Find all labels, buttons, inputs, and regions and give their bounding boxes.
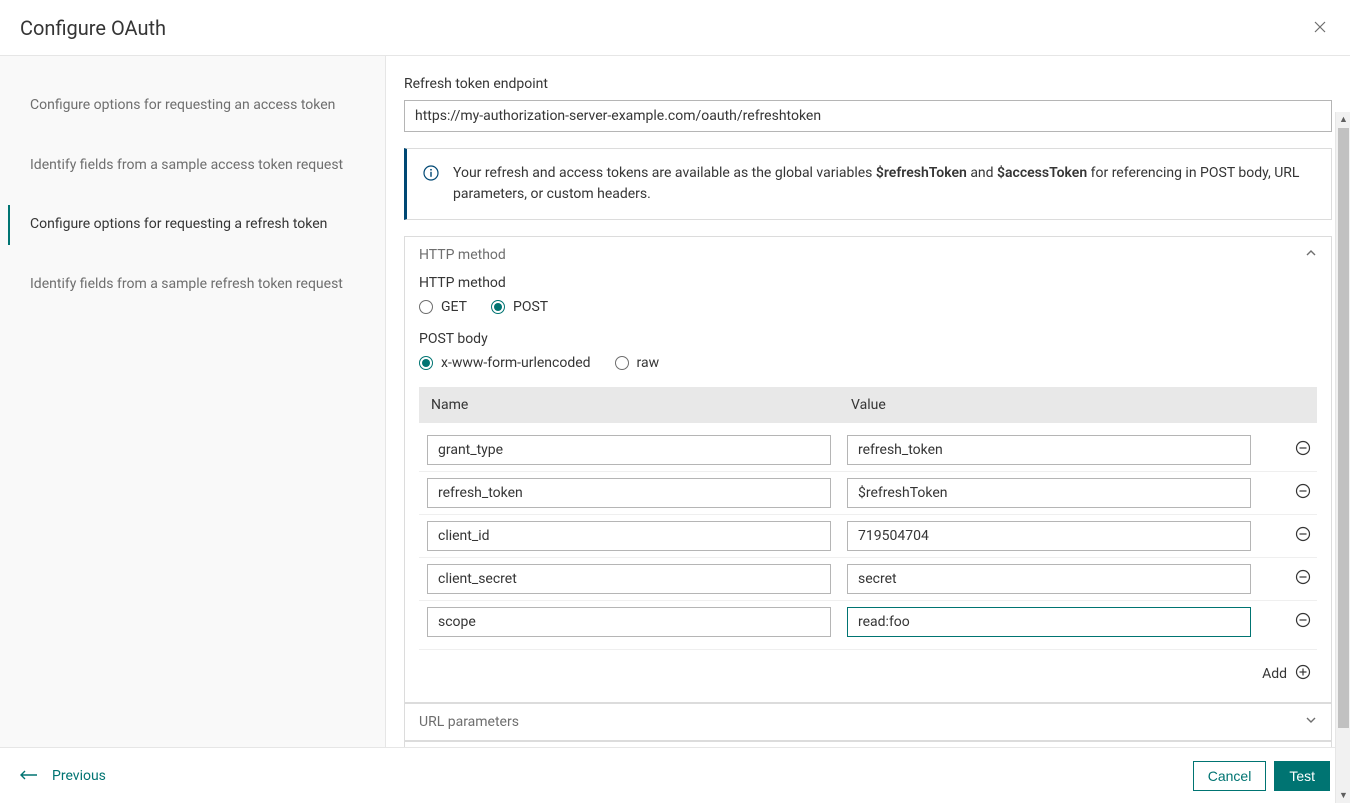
radio-label: GET xyxy=(441,299,467,315)
arrow-left-icon xyxy=(20,768,38,784)
scroll-thumb[interactable] xyxy=(1338,128,1349,728)
http-method-panel-body: HTTP method GET POST POST body x-w xyxy=(405,275,1331,702)
remove-row-icon[interactable] xyxy=(1295,440,1311,460)
chevron-down-icon xyxy=(1305,714,1317,730)
http-method-radio-group: GET POST xyxy=(419,299,1317,315)
sidebar-item-label: Identify fields from a sample refresh to… xyxy=(30,276,343,292)
test-button[interactable]: Test xyxy=(1274,761,1330,791)
dialog-body: Configure options for requesting an acce… xyxy=(0,56,1350,747)
info-icon xyxy=(423,165,439,185)
radio-label: raw xyxy=(637,355,660,371)
dialog-header: Configure OAuth xyxy=(0,0,1350,56)
kv-rows xyxy=(419,423,1317,643)
http-method-panel-header[interactable]: HTTP method xyxy=(405,237,1331,273)
radio-form-urlencoded[interactable]: x-www-form-urlencoded xyxy=(419,355,591,371)
remove-row-icon[interactable] xyxy=(1295,569,1311,589)
radio-post[interactable]: POST xyxy=(491,299,548,315)
close-icon[interactable] xyxy=(1310,14,1330,41)
info-banner: Your refresh and access tokens are avail… xyxy=(404,148,1332,220)
info-text-pre: Your refresh and access tokens are avail… xyxy=(453,165,876,181)
kv-name-input[interactable] xyxy=(427,521,831,551)
remove-row-icon[interactable] xyxy=(1295,483,1311,503)
kv-value-header: Value xyxy=(851,397,1305,413)
radio-circle-checked-icon xyxy=(491,300,505,314)
kv-value-input[interactable] xyxy=(847,607,1251,637)
kv-value-input[interactable] xyxy=(847,564,1251,594)
sidebar-item-refresh-token-fields[interactable]: Identify fields from a sample refresh to… xyxy=(0,255,385,315)
kv-table-header: Name Value xyxy=(419,387,1317,423)
kv-name-input[interactable] xyxy=(427,607,831,637)
radio-label: POST xyxy=(513,299,548,315)
kv-row xyxy=(419,429,1317,471)
main-content: Refresh token endpoint Your refresh and … xyxy=(386,56,1350,747)
kv-value-input[interactable] xyxy=(847,521,1251,551)
info-var-access: $accessToken xyxy=(997,165,1087,181)
previous-button[interactable]: Previous xyxy=(20,768,106,784)
radio-label: x-www-form-urlencoded xyxy=(441,355,591,371)
endpoint-label: Refresh token endpoint xyxy=(404,76,1332,92)
kv-row xyxy=(419,600,1317,643)
panel-title: URL parameters xyxy=(419,714,519,730)
sidebar-item-refresh-token-options[interactable]: Configure options for requesting a refre… xyxy=(0,195,385,255)
kv-name-input[interactable] xyxy=(427,435,831,465)
sidebar-item-access-token-fields[interactable]: Identify fields from a sample access tok… xyxy=(0,136,385,196)
url-parameters-panel-header[interactable]: URL parameters xyxy=(405,703,1331,740)
sidebar-item-label: Configure options for requesting a refre… xyxy=(30,216,327,232)
remove-row-icon[interactable] xyxy=(1295,526,1311,546)
custom-headers-panel-header[interactable]: Custom headers xyxy=(405,741,1331,747)
remove-row-icon[interactable] xyxy=(1295,612,1311,632)
endpoint-input[interactable] xyxy=(404,100,1332,132)
add-label: Add xyxy=(1262,666,1287,682)
dialog-footer: Previous Cancel Test xyxy=(0,747,1350,803)
post-body-radio-group: x-www-form-urlencoded raw xyxy=(419,355,1317,371)
cancel-label: Cancel xyxy=(1208,768,1252,784)
custom-headers-panel: Custom headers xyxy=(404,741,1332,747)
kv-name-input[interactable] xyxy=(427,478,831,508)
cancel-button[interactable]: Cancel xyxy=(1193,761,1267,791)
kv-row xyxy=(419,471,1317,514)
sidebar-item-label: Configure options for requesting an acce… xyxy=(30,97,335,113)
sidebar-item-label: Identify fields from a sample access tok… xyxy=(30,157,343,173)
sidebar-item-access-token-options[interactable]: Configure options for requesting an acce… xyxy=(0,76,385,136)
scroll-down-icon[interactable]: ▼ xyxy=(1336,788,1350,803)
test-label: Test xyxy=(1289,768,1315,784)
chevron-up-icon xyxy=(1305,247,1317,263)
kv-name-input[interactable] xyxy=(427,564,831,594)
kv-value-input[interactable] xyxy=(847,435,1251,465)
radio-circle-icon xyxy=(419,300,433,314)
radio-circle-checked-icon xyxy=(419,356,433,370)
radio-circle-icon xyxy=(615,356,629,370)
scroll-up-icon[interactable]: ▲ xyxy=(1336,112,1350,127)
radio-raw[interactable]: raw xyxy=(615,355,660,371)
add-row-button[interactable]: Add xyxy=(419,649,1317,688)
kv-value-input[interactable] xyxy=(847,478,1251,508)
info-text: Your refresh and access tokens are avail… xyxy=(453,163,1315,205)
add-icon xyxy=(1295,664,1311,684)
info-text-mid: and xyxy=(967,165,997,181)
http-method-label: HTTP method xyxy=(419,275,1317,291)
info-var-refresh: $refreshToken xyxy=(876,165,967,181)
kv-name-header: Name xyxy=(431,397,851,413)
http-method-panel: HTTP method HTTP method GET POST xyxy=(404,236,1332,703)
post-body-label: POST body xyxy=(419,331,1317,347)
step-sidebar: Configure options for requesting an acce… xyxy=(0,56,386,747)
scrollbar[interactable]: ▲ ▼ xyxy=(1335,112,1350,803)
kv-row xyxy=(419,514,1317,557)
url-parameters-panel: URL parameters xyxy=(404,703,1332,741)
radio-get[interactable]: GET xyxy=(419,299,467,315)
dialog-title: Configure OAuth xyxy=(20,16,1310,40)
panel-title: HTTP method xyxy=(419,247,506,263)
kv-row xyxy=(419,557,1317,600)
previous-label: Previous xyxy=(52,768,106,784)
